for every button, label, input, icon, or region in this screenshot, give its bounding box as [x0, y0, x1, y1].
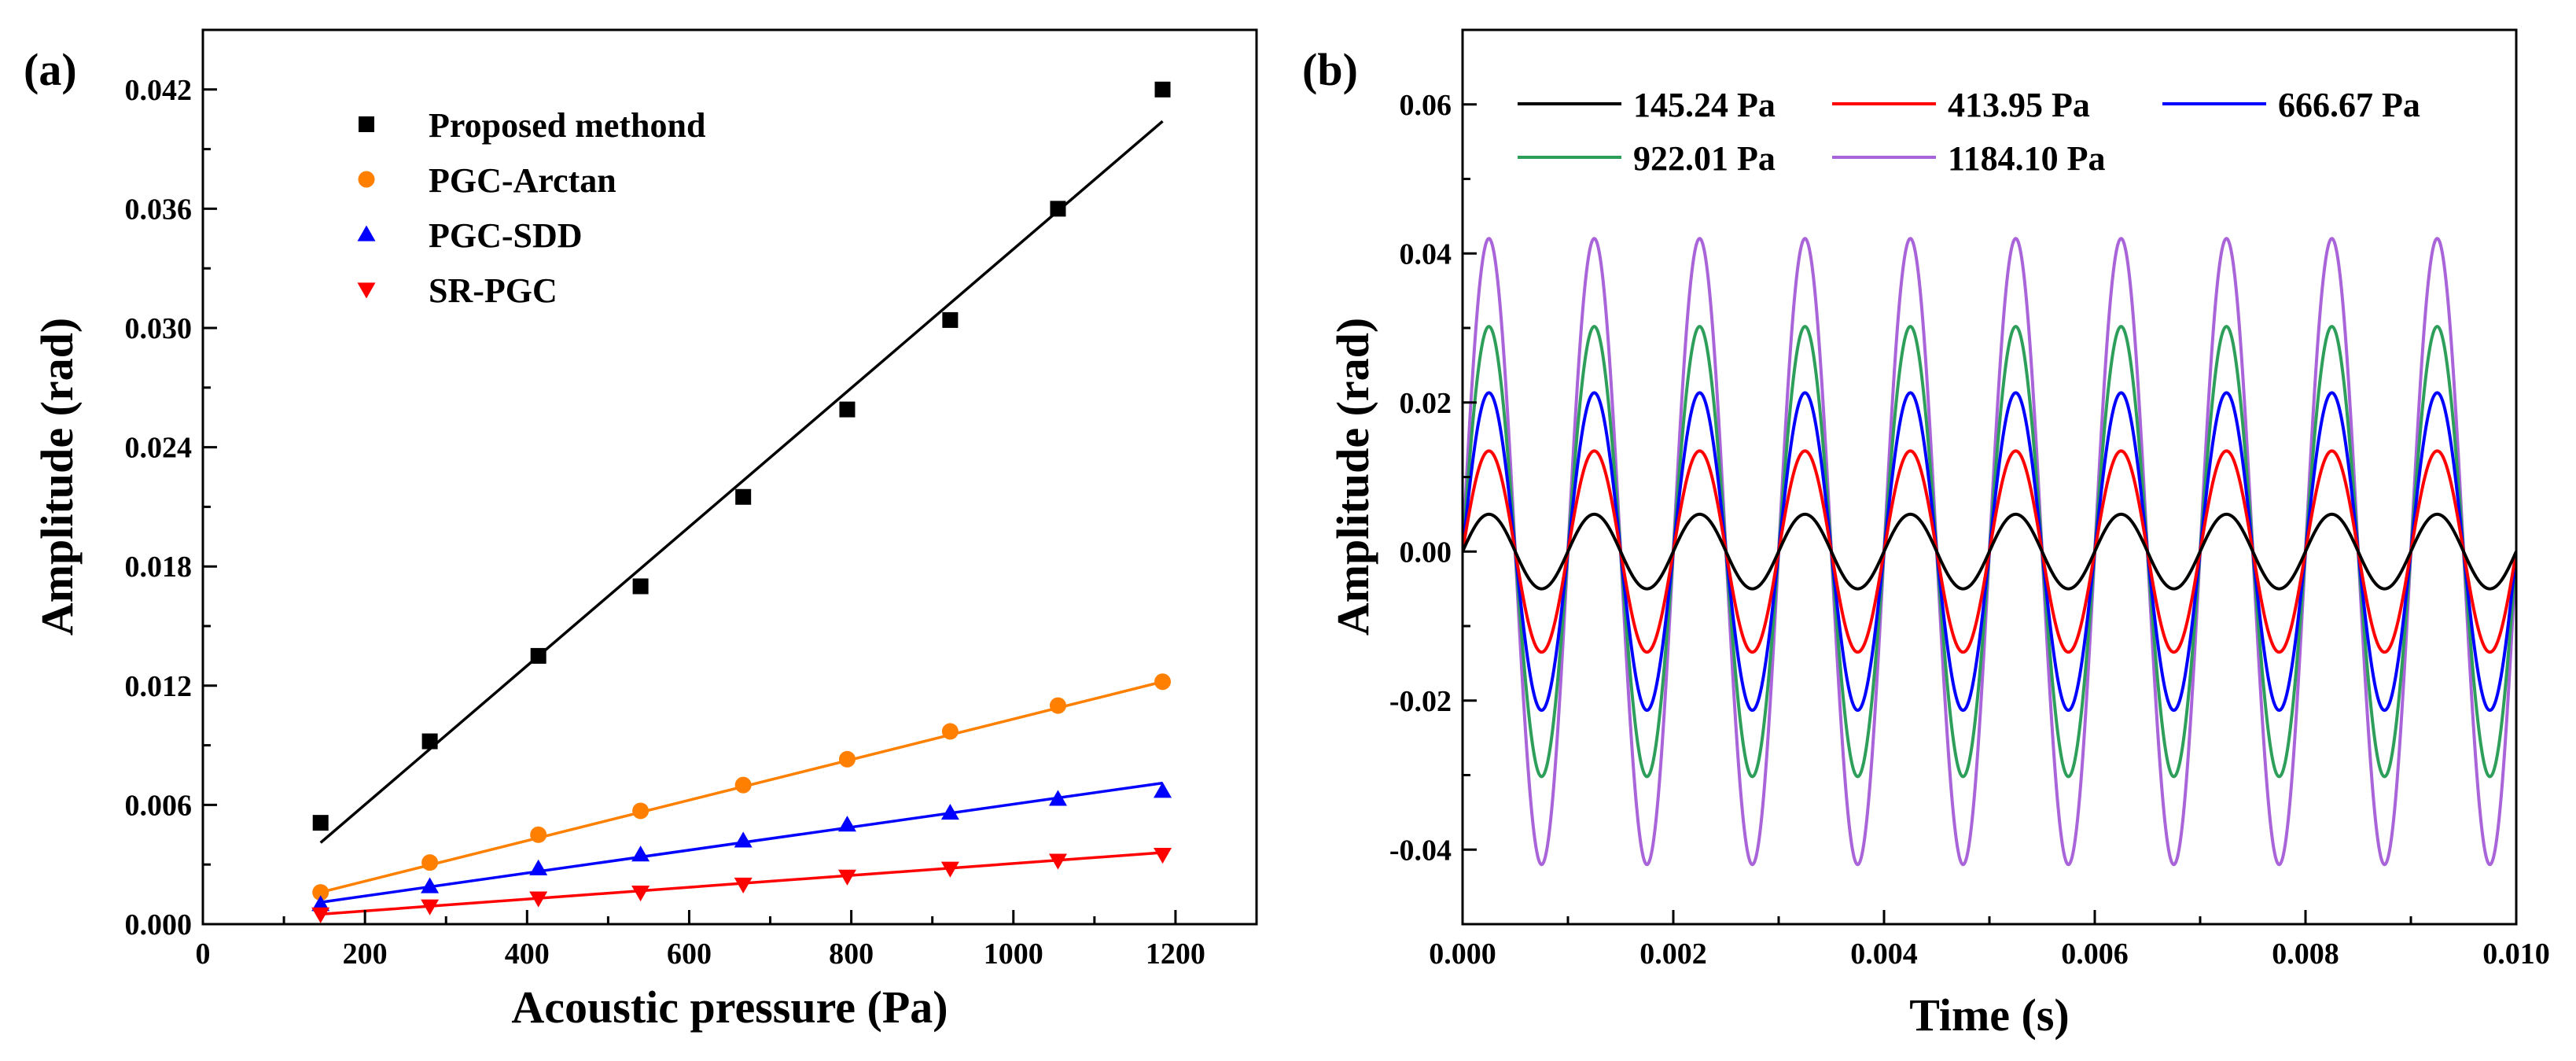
x-tick-label: 400	[505, 938, 550, 971]
panel-b-label: (b)	[1302, 44, 1358, 95]
legend-label-666-67-pa: 666.67 Pa	[2278, 86, 2420, 124]
y-tick-label: 0.042	[125, 74, 193, 107]
y-tick-label: 0.030	[125, 312, 193, 345]
panel-b-ticks: 0.000 0.002 0.004 0.006 0.008 0.010 -0.04 -0.02…	[1389, 89, 2550, 971]
legend-marker-pgc-sdd	[357, 225, 376, 241]
legend-label-145-24-pa: 145.24 Pa	[1633, 86, 1776, 124]
data-point-proposed-methond	[421, 733, 438, 750]
x-tick-label: 0.002	[1639, 938, 1707, 971]
legend-label-413-95-pa: 413.95 Pa	[1948, 86, 2090, 124]
data-point-proposed-methond	[1050, 201, 1066, 217]
y-tick-label: 0.018	[125, 551, 193, 584]
x-tick-label: 600	[667, 938, 712, 971]
panel-b-chart: (b) 0.000 0.002 0.004 0.006 0.008 0.010 -0.04 -…	[1302, 28, 2550, 1041]
y-tick-label: 0.000	[125, 908, 193, 941]
x-tick-label: 1200	[1146, 938, 1205, 971]
data-point-pgc-sdd	[311, 895, 330, 912]
data-point-proposed-methond	[942, 311, 959, 328]
y-tick-label: 0.06	[1400, 89, 1452, 122]
data-point-pgc-arctan	[838, 750, 856, 768]
legend-label-pgc-arctan: PGC-Arctan	[429, 161, 616, 200]
data-point-proposed-methond	[735, 488, 752, 505]
panel-b-series-lines	[1463, 237, 2516, 867]
data-point-pgc-arctan	[312, 884, 329, 901]
y-tick-label: 0.02	[1400, 387, 1452, 420]
panel-b-legend: 145.24 Pa 413.95 Pa 666.67 Pa 922.01 Pa 1184…	[1518, 86, 2420, 178]
panel-a-frame	[201, 28, 1258, 926]
data-point-pgc-sdd	[837, 816, 856, 832]
panel-b-y-axis-title: Amplitude (rad)	[1327, 318, 1378, 635]
legend-marker-sr-pgc	[357, 282, 376, 299]
y-tick-label: 0.024	[125, 432, 193, 465]
y-tick-label: 0.04	[1400, 238, 1452, 271]
data-point-sr-pgc	[837, 869, 856, 886]
legend-label-proposed-methond: Proposed methond	[429, 106, 705, 145]
y-tick-label: 0.012	[125, 670, 193, 703]
data-point-pgc-sdd	[940, 804, 959, 820]
panel-a-chart: (a) 0 200 400 600 800 1000 1200 0.000 0.006 0.012…	[24, 28, 1258, 1033]
panel-a-ticks: 0 200 400 600 800 1000 1200 0.000 0.006 0.012 0.01…	[125, 74, 1205, 971]
data-point-pgc-arctan	[632, 802, 650, 820]
legend-marker-proposed-methond	[359, 116, 374, 132]
x-tick-label: 0.004	[1850, 938, 1918, 971]
x-tick-label: 200	[343, 938, 388, 971]
data-point-pgc-sdd	[1154, 782, 1172, 798]
data-point-pgc-arctan	[941, 723, 959, 740]
data-point-pgc-arctan	[421, 854, 439, 871]
data-point-proposed-methond	[632, 578, 649, 595]
legend-label-922-01-pa: 922.01 Pa	[1633, 139, 1776, 178]
series-line-145-24-pa	[1463, 512, 2516, 591]
y-tick-label: 0.00	[1400, 536, 1452, 569]
data-point-sr-pgc	[529, 891, 548, 908]
data-point-pgc-arctan	[734, 776, 752, 794]
data-point-sr-pgc	[734, 877, 753, 893]
x-tick-label: 1000	[984, 938, 1043, 971]
legend-label-1184-10-pa: 1184.10 Pa	[1948, 139, 2105, 178]
panel-a-markers	[311, 81, 1172, 923]
legend-label-pgc-sdd: PGC-SDD	[429, 216, 583, 255]
panel-b-x-axis-title: Time (s)	[1909, 989, 2070, 1041]
data-point-pgc-sdd	[734, 831, 753, 848]
data-point-pgc-sdd	[1048, 790, 1067, 806]
x-tick-label: 0.008	[2272, 938, 2339, 971]
data-point-sr-pgc	[1154, 847, 1172, 864]
data-point-sr-pgc	[311, 907, 330, 923]
panel-a-label: (a)	[24, 44, 77, 95]
data-point-proposed-methond	[839, 401, 856, 418]
x-tick-label: 0.000	[1429, 938, 1496, 971]
data-point-sr-pgc	[631, 885, 650, 902]
data-point-pgc-arctan	[1049, 697, 1066, 714]
fit-line-proposed-methond	[319, 120, 1164, 844]
x-tick-label: 0	[196, 938, 211, 971]
panel-a-y-axis-title: Amplitude (rad)	[31, 318, 83, 635]
data-point-pgc-sdd	[631, 845, 650, 862]
y-tick-label: 0.006	[125, 789, 193, 822]
data-point-pgc-sdd	[529, 859, 548, 875]
legend-label-sr-pgc: SR-PGC	[429, 271, 558, 310]
data-point-sr-pgc	[1048, 853, 1067, 870]
data-point-proposed-methond	[312, 815, 329, 831]
y-tick-label: 0.036	[125, 193, 193, 226]
data-point-pgc-arctan	[530, 826, 547, 843]
panel-a-legend: Proposed methond PGC-Arctan PGC-SDD SR-PGC	[357, 106, 705, 310]
y-tick-label: -0.04	[1389, 834, 1452, 867]
data-point-pgc-sdd	[421, 877, 440, 893]
data-point-proposed-methond	[530, 647, 546, 664]
x-tick-label: 0.006	[2061, 938, 2129, 971]
y-tick-label: -0.02	[1389, 685, 1452, 718]
x-tick-label: 0.010	[2482, 938, 2550, 971]
data-point-proposed-methond	[1154, 81, 1171, 98]
data-point-pgc-arctan	[1154, 673, 1172, 691]
x-tick-label: 800	[829, 938, 874, 971]
legend-marker-pgc-arctan	[358, 171, 375, 188]
data-point-sr-pgc	[940, 861, 959, 878]
data-point-sr-pgc	[421, 899, 440, 915]
panel-a-x-axis-title: Acoustic pressure (Pa)	[511, 982, 948, 1033]
